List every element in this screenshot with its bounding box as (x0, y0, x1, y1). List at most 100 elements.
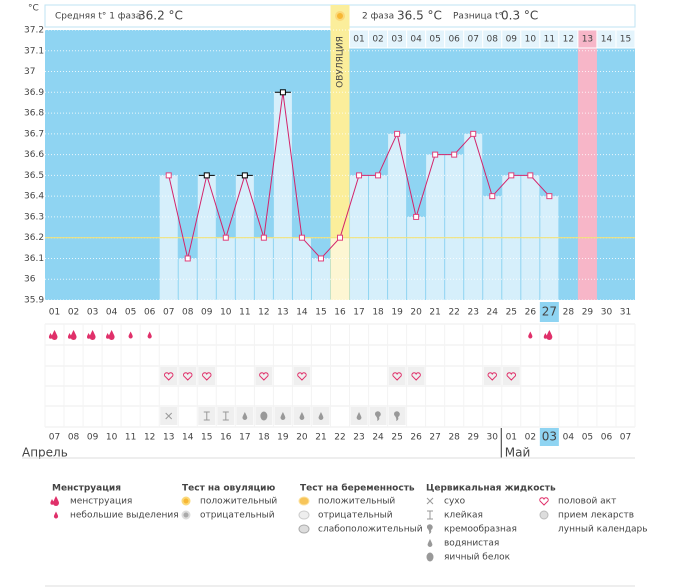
y-tick-label: 36.7 (24, 129, 44, 139)
unit: °C (28, 4, 39, 14)
y-tick-label: 37 (24, 67, 35, 77)
legend-label: слабоположительный (318, 525, 423, 535)
day-label: 24 (487, 308, 499, 318)
phase1-label: Средняя t° 1 фаза (55, 12, 141, 22)
icon-light (53, 511, 59, 519)
day-label: 10 (220, 308, 232, 318)
day-label: 11 (239, 308, 250, 318)
day-label: 25 (506, 308, 517, 318)
day-label: 07 (163, 308, 174, 318)
date-label: 14 (182, 433, 194, 443)
icon-heart (183, 372, 193, 381)
ovulation-column (330, 5, 350, 300)
temperature-bar (407, 216, 426, 300)
temperature-point (165, 172, 172, 179)
drop (280, 412, 286, 420)
icon-dry (165, 412, 173, 420)
icon-dry (426, 497, 434, 505)
drop (128, 331, 133, 339)
temperature-point (222, 234, 229, 241)
temperature-bar (330, 237, 350, 300)
date-label: 26 (410, 433, 422, 443)
day-label: 23 (467, 308, 478, 318)
icon-prweak (298, 524, 310, 534)
icon-heart (487, 372, 497, 381)
symbol-cell (198, 367, 216, 385)
date-label: 19 (277, 433, 289, 443)
date-label: 17 (239, 433, 250, 443)
date-label: 16 (220, 433, 232, 443)
day-label: 21 (429, 308, 440, 318)
day-label: 29 (582, 308, 594, 318)
day-label: 22 (448, 308, 459, 318)
temperature-bar (254, 237, 273, 300)
symbol-cell (407, 367, 425, 385)
date-label: 27 (429, 433, 440, 443)
y-tick-label: 36.4 (24, 192, 44, 202)
month-label: Май (505, 446, 531, 460)
drop (299, 412, 305, 420)
icon-pill (539, 510, 549, 520)
drop (70, 330, 77, 340)
date-label: 25 (391, 433, 402, 443)
legend-title: Менструация (52, 484, 121, 494)
luteal-day: 11 (544, 35, 555, 45)
test (298, 496, 310, 506)
luteal-cell (615, 29, 636, 49)
y-tick-label: 36.6 (24, 150, 44, 160)
y-tick-label: 36 (24, 275, 36, 285)
temperature-point (432, 151, 439, 158)
legend-label: сухо (444, 497, 466, 507)
temperature-point (317, 255, 324, 262)
drop (67, 333, 72, 339)
drop (86, 333, 91, 339)
date-label: 03 (542, 430, 557, 444)
luteal-day: 15 (620, 35, 631, 45)
date-label: 01 (506, 433, 517, 443)
heart (183, 372, 193, 381)
date-label: 07 (620, 433, 631, 443)
phase2-value: 36.5 °C (397, 9, 442, 23)
y-tick-label: 36.5 (24, 171, 44, 181)
date-label: 06 (601, 433, 613, 443)
luteal-day: 03 (391, 35, 402, 45)
temperature-point (375, 172, 382, 179)
cream (375, 411, 381, 421)
symbol-cell (502, 367, 520, 385)
drop (89, 330, 96, 340)
date-label: 30 (487, 433, 499, 443)
icon-sticky (222, 411, 229, 421)
icon-heart (392, 372, 402, 381)
date-label: 18 (258, 433, 270, 443)
date-label: 23 (353, 433, 364, 443)
temperature-bar (292, 237, 311, 300)
legend-label: отрицательный (200, 511, 275, 521)
temperature-point (260, 234, 267, 241)
luteal-day: 06 (448, 35, 460, 45)
luteal-day: 14 (601, 35, 613, 45)
symbol-cell (160, 367, 178, 385)
day-label: 13 (277, 308, 288, 318)
temperature-point (546, 193, 553, 200)
day-label: 28 (563, 308, 575, 318)
heart (297, 372, 307, 381)
date-label: 10 (106, 433, 118, 443)
diff-value: 0.3 °C (501, 9, 538, 23)
test (298, 510, 310, 520)
temperature-point (508, 172, 515, 179)
drop (318, 412, 324, 420)
drop (48, 333, 53, 339)
icon-prpos (298, 496, 310, 506)
temperature-bar (178, 258, 197, 300)
icon-sticky (203, 411, 210, 421)
day-label: 27 (542, 305, 557, 319)
date-label: 08 (68, 433, 80, 443)
temperature-bar (388, 133, 407, 300)
cream (427, 524, 433, 534)
heart (539, 497, 549, 506)
icon-ovpos (181, 496, 191, 506)
icon-eggwhite (426, 552, 434, 562)
day-label: 30 (601, 308, 613, 318)
day-label: 20 (410, 308, 422, 318)
icon-light (147, 331, 152, 339)
